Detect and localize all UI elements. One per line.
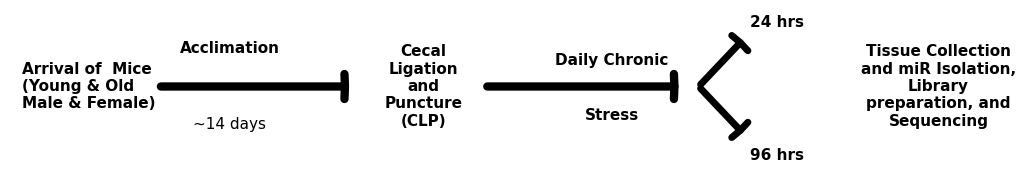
Text: 96 hrs: 96 hrs [750,148,803,163]
Text: Tissue Collection
and miR Isolation,
Library
preparation, and
Sequencing: Tissue Collection and miR Isolation, Lib… [860,44,1015,129]
Text: ~14 days: ~14 days [193,117,266,132]
Text: Acclimation: Acclimation [179,41,279,56]
Text: Arrival of  Mice
(Young & Old
Male & Female): Arrival of Mice (Young & Old Male & Fema… [22,62,156,111]
Text: Daily Chronic: Daily Chronic [554,53,668,68]
Text: Stress: Stress [584,108,639,123]
Text: Cecal
Ligation
and
Puncture
(CLP): Cecal Ligation and Puncture (CLP) [384,44,462,129]
Text: 24 hrs: 24 hrs [750,15,803,30]
